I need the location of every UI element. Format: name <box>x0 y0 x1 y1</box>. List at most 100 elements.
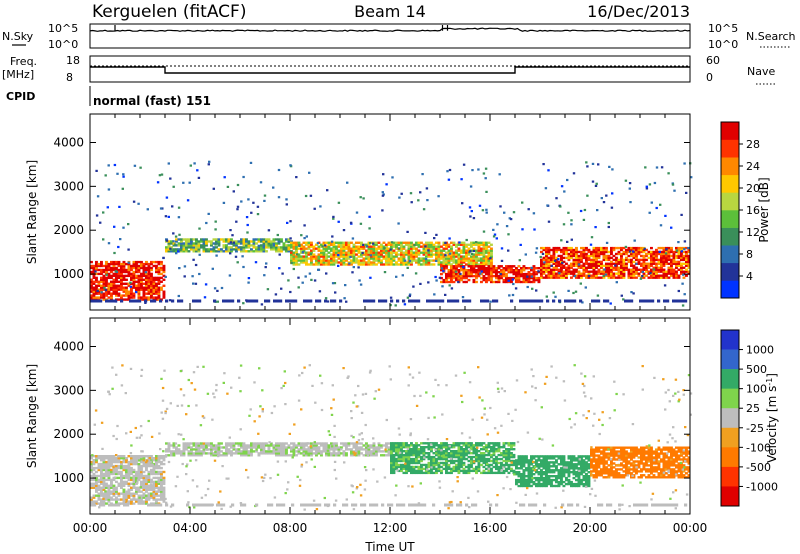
echo-cell <box>332 245 336 248</box>
echo-cell <box>303 299 307 303</box>
echo-cell <box>415 255 418 258</box>
echo-cell <box>407 452 411 455</box>
echo-cell <box>122 286 126 289</box>
echo-cell <box>95 266 98 270</box>
echo-cell <box>372 263 376 266</box>
echo-cell <box>122 460 126 464</box>
echo-cell <box>452 452 456 455</box>
echo-cell <box>142 272 146 276</box>
echo-cell <box>115 294 118 297</box>
echo-cell <box>575 246 578 250</box>
echo-cell <box>222 299 226 303</box>
echo-cell <box>485 257 488 260</box>
echo-cell <box>322 245 326 248</box>
echo-cell <box>442 243 446 246</box>
echo-cell <box>405 455 408 459</box>
echo-cell <box>165 299 169 303</box>
echo-cell <box>115 284 118 287</box>
echo-cell <box>292 442 296 445</box>
echo-cell <box>380 249 383 252</box>
echo-cell <box>547 252 551 256</box>
echo-cell <box>470 241 473 244</box>
echo-cell <box>250 244 253 247</box>
echo-cell <box>485 467 488 471</box>
echo-cell <box>457 261 461 264</box>
echo-cell <box>642 276 646 279</box>
echo-cell <box>145 278 148 281</box>
echo-cell <box>435 459 438 463</box>
echo-cell <box>372 243 376 246</box>
echo-cell <box>95 455 98 458</box>
echo-cell <box>102 496 106 499</box>
echo-cell <box>102 294 106 297</box>
echo-cell <box>252 238 256 241</box>
echo-cell <box>117 484 121 487</box>
echo-cell <box>400 253 403 256</box>
echo-cell <box>320 251 323 254</box>
echo-cell <box>410 469 413 473</box>
echo-cell <box>452 255 456 258</box>
echo-cell <box>395 261 398 264</box>
echo-cell <box>245 454 248 457</box>
echo-cell <box>565 262 568 265</box>
echo-cell <box>147 460 151 464</box>
echo-cell <box>107 290 111 293</box>
echo-cell <box>287 444 291 447</box>
echo-cell <box>122 468 126 472</box>
cpid-value: normal (fast) 151 <box>93 94 211 108</box>
echo-cell <box>557 248 561 252</box>
echo-cell <box>680 268 683 271</box>
echo-cell <box>547 264 551 267</box>
echo-cell <box>289 220 292 223</box>
echo-cell <box>105 299 109 303</box>
echo-cell <box>465 257 468 260</box>
echo-cell <box>435 457 438 461</box>
echo-cell <box>462 461 466 465</box>
echo-cell <box>295 241 298 244</box>
echo-cell <box>280 446 283 449</box>
echo-cell <box>382 251 386 254</box>
echo-cell <box>489 257 492 260</box>
echo-cell <box>572 272 576 275</box>
echo-cell <box>632 264 636 267</box>
echo-cell <box>450 251 453 254</box>
echo-cell <box>495 271 498 274</box>
echo-cell <box>642 262 646 265</box>
echo-cell <box>375 263 378 266</box>
echo-cell <box>639 299 643 303</box>
echo-cell <box>467 465 471 469</box>
echo-cell <box>652 272 656 275</box>
echo-cell <box>157 466 161 470</box>
echo-cell <box>160 486 163 489</box>
echo-cell <box>480 457 483 461</box>
echo-cell <box>627 268 631 271</box>
echo-cell <box>105 457 108 460</box>
echo-cell <box>280 246 283 249</box>
echo-cell <box>92 264 96 268</box>
echo-cell <box>550 256 553 260</box>
echo-cell <box>591 162 595 165</box>
echo-cell <box>515 280 518 284</box>
echo-cell <box>352 446 356 449</box>
echo-cell <box>495 450 498 453</box>
echo-cell <box>435 245 438 248</box>
echo-cell <box>177 294 180 298</box>
echo-cell <box>407 465 411 469</box>
echo-cell <box>602 276 606 279</box>
echo-cell <box>332 257 336 260</box>
echo-cell <box>427 255 431 258</box>
echo-cell <box>525 276 528 280</box>
echo-cell <box>570 266 573 269</box>
echo-cell <box>135 498 138 501</box>
echo-cell <box>458 241 461 244</box>
echo-cell <box>252 442 256 445</box>
echo-cell <box>337 251 341 254</box>
echo-cell <box>480 299 484 303</box>
echo-cell <box>455 249 458 252</box>
echo-cell <box>412 446 416 449</box>
echo-cell <box>115 500 118 503</box>
echo-cell <box>272 186 275 189</box>
echo-cell <box>367 243 371 246</box>
echo-cell <box>482 230 486 233</box>
echo-cell <box>326 189 329 192</box>
